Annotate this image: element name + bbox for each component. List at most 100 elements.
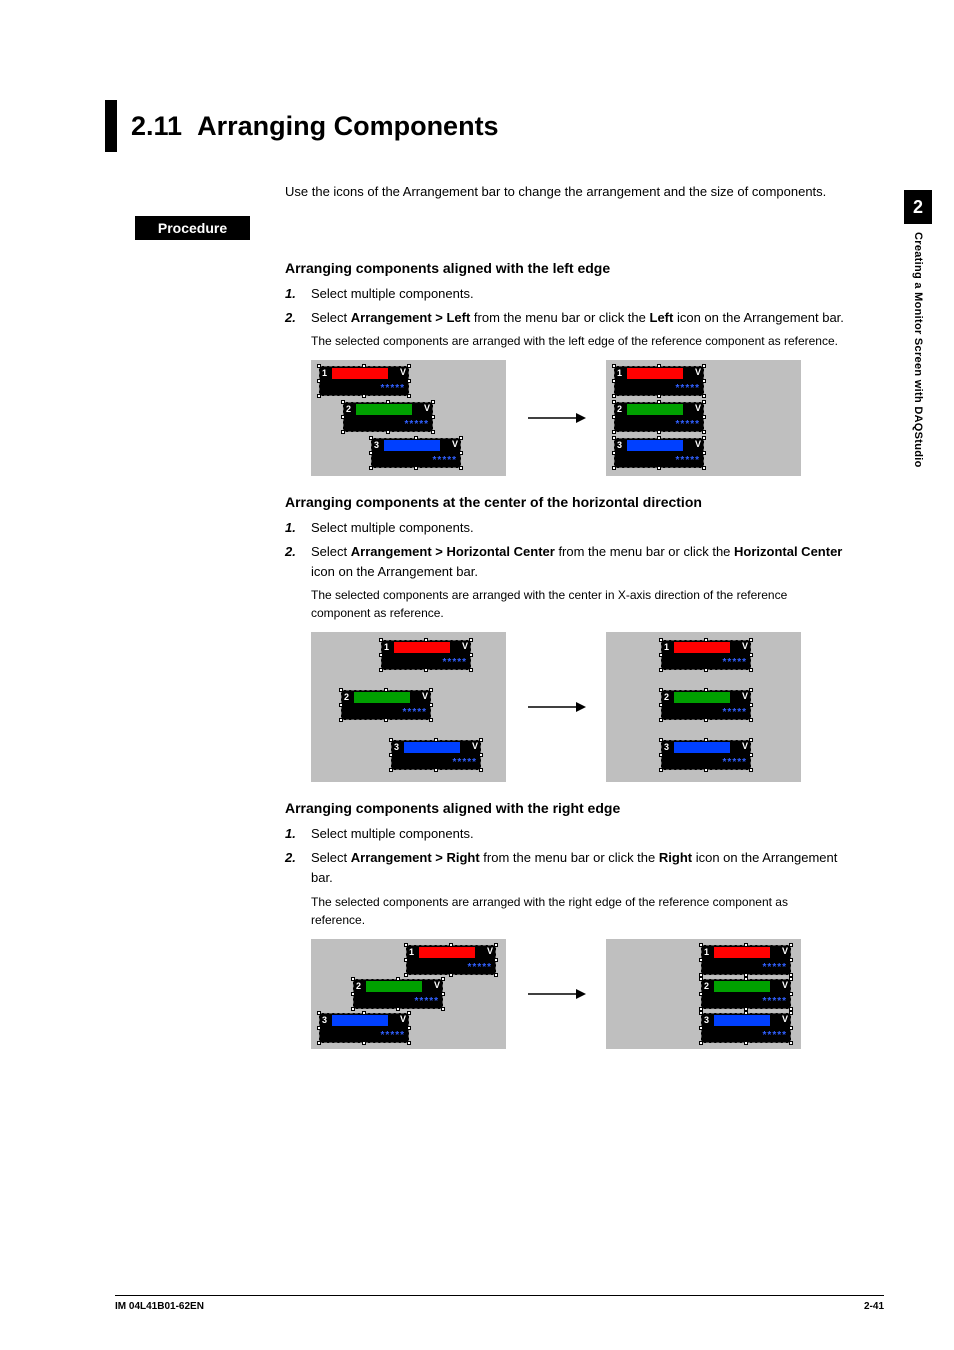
component-box: 1 V ***** — [406, 945, 496, 975]
component-unit: V — [782, 980, 788, 990]
intro-paragraph: Use the icons of the Arrangement bar to … — [285, 182, 844, 202]
title-text: 2.11 Arranging Components — [131, 111, 499, 142]
component-box: 1V***** — [701, 945, 791, 975]
component-value: ***** — [676, 419, 700, 430]
component-unit: V — [452, 439, 458, 449]
step-number: 2. — [285, 308, 311, 328]
figure-panel: 1V*****2V*****3V***** — [311, 360, 506, 476]
title-number: 2.11 — [131, 111, 182, 141]
component-index: 1 — [384, 642, 389, 652]
component-color-bar — [674, 742, 730, 753]
component-unit: V — [695, 367, 701, 377]
component-index: 1 — [409, 947, 414, 957]
procedure-heading: Procedure — [135, 216, 250, 240]
component-color-bar — [714, 981, 770, 992]
component-index: 1 — [617, 368, 622, 378]
component-value: ***** — [723, 757, 747, 768]
component-box: 3V***** — [614, 438, 704, 468]
component-index: 1 — [664, 642, 669, 652]
component-unit: V — [434, 980, 440, 990]
component-value: ***** — [763, 962, 787, 973]
component-box: 1 V ***** — [661, 640, 751, 670]
step-text: Select multiple components. — [311, 518, 844, 538]
component-value: ***** — [453, 757, 477, 768]
component-value: ***** — [433, 455, 457, 466]
component-box: 3V***** — [391, 740, 481, 770]
step-list: 1.Select multiple components.2.Select Ar… — [285, 284, 844, 328]
step-number: 1. — [285, 284, 311, 304]
step-note: The selected components are arranged wit… — [311, 586, 844, 622]
component-color-bar — [419, 947, 475, 958]
component-box: 1V***** — [381, 640, 471, 670]
component-unit: V — [472, 741, 478, 751]
component-color-bar — [384, 440, 440, 451]
component-box: 1 V ***** — [614, 366, 704, 396]
component-value: ***** — [763, 1030, 787, 1041]
chapter-tab-number: 2 — [904, 190, 932, 224]
component-unit: V — [424, 403, 430, 413]
title-label: Arranging Components — [197, 111, 499, 141]
list-item: 2.Select Arrangement > Horizontal Center… — [285, 542, 844, 582]
component-box: 3V***** — [661, 740, 751, 770]
component-value: ***** — [468, 962, 492, 973]
figure: 1V*****2V*****3V*****1V*****2V*****3V***… — [311, 939, 844, 1049]
component-index: 3 — [322, 1015, 327, 1025]
step-note: The selected components are arranged wit… — [311, 332, 844, 350]
component-value: ***** — [676, 383, 700, 394]
component-color-bar — [354, 692, 410, 703]
component-value: ***** — [403, 707, 427, 718]
component-value: ***** — [723, 657, 747, 668]
component-box: 2 V ***** — [353, 979, 443, 1009]
step-list: 1.Select multiple components.2.Select Ar… — [285, 518, 844, 582]
component-box: 2V***** — [343, 402, 433, 432]
component-color-bar — [332, 1015, 388, 1026]
component-color-bar — [627, 368, 683, 379]
component-value: ***** — [381, 1030, 405, 1041]
component-value: ***** — [405, 419, 429, 430]
component-color-bar — [714, 1015, 770, 1026]
component-index: 3 — [617, 440, 622, 450]
component-value: ***** — [415, 996, 439, 1007]
component-box: 2 V ***** — [661, 690, 751, 720]
component-color-bar — [404, 742, 460, 753]
list-item: 2.Select Arrangement > Right from the me… — [285, 848, 844, 888]
component-index: 3 — [704, 1015, 709, 1025]
component-color-bar — [714, 947, 770, 958]
component-color-bar — [627, 404, 683, 415]
figure: 1V*****2V*****3V*****1V*****2V*****3V***… — [311, 360, 844, 476]
step-number: 1. — [285, 824, 311, 844]
component-color-bar — [394, 642, 450, 653]
component-box: 2V***** — [701, 979, 791, 1009]
component-index: 1 — [322, 368, 327, 378]
page-footer: IM 04L41B01-62EN 2-41 — [115, 1295, 884, 1312]
component-box: 1V***** — [319, 366, 409, 396]
subsection-heading: Arranging components aligned with the ri… — [285, 800, 844, 816]
step-text: Select Arrangement > Horizontal Center f… — [311, 542, 844, 582]
section-title: 2.11 Arranging Components — [105, 100, 884, 152]
component-index: 2 — [704, 981, 709, 991]
step-text: Select Arrangement > Left from the menu … — [311, 308, 844, 328]
figure-panel: 1V*****2V*****3V***** — [311, 632, 506, 782]
component-unit: V — [742, 741, 748, 751]
component-box: 2V***** — [341, 690, 431, 720]
subsection-heading: Arranging components aligned with the le… — [285, 260, 844, 276]
step-text: Select Arrangement > Right from the menu… — [311, 848, 844, 888]
figure-panel: 1V*****2V*****3V***** — [311, 939, 506, 1049]
component-index: 2 — [356, 981, 361, 991]
list-item: 1.Select multiple components. — [285, 284, 844, 304]
component-box: 3V***** — [319, 1013, 409, 1043]
component-unit: V — [742, 641, 748, 651]
component-index: 1 — [704, 947, 709, 957]
component-value: ***** — [723, 707, 747, 718]
step-text: Select multiple components. — [311, 284, 844, 304]
component-value: ***** — [381, 383, 405, 394]
component-index: 2 — [664, 692, 669, 702]
component-color-bar — [627, 440, 683, 451]
component-box: 3V***** — [371, 438, 461, 468]
component-unit: V — [742, 691, 748, 701]
step-number: 2. — [285, 542, 311, 582]
chapter-tab-text: Creating a Monitor Screen with DAQStudio — [912, 232, 924, 468]
component-value: ***** — [676, 455, 700, 466]
component-unit: V — [487, 946, 493, 956]
step-number: 2. — [285, 848, 311, 888]
